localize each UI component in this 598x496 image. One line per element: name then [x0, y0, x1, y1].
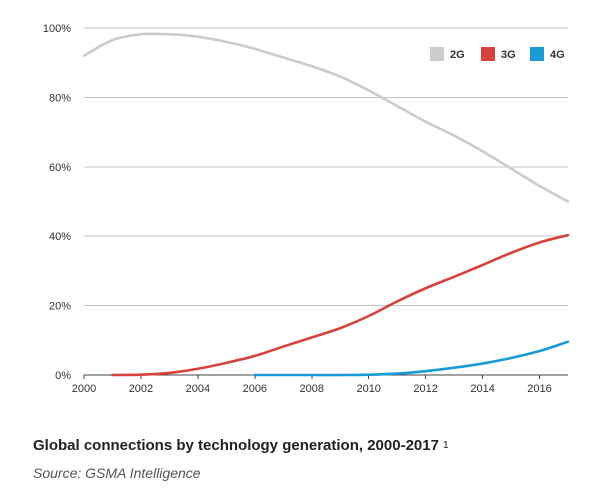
x-tick-label: 2014: [470, 383, 494, 395]
x-tick-label: 2010: [356, 383, 380, 395]
y-tick-label: 80%: [49, 92, 71, 104]
line-chart: 0% 20% 40% 60% 80% 100% 2000 2002 2004 2006 2008 20…: [43, 23, 570, 395]
y-tick-label: 40%: [49, 231, 71, 243]
chart-caption-text: Global connections by technology generat…: [33, 437, 439, 454]
y-tick-label: 0%: [55, 370, 71, 382]
legend-swatch-2g: [430, 47, 444, 61]
x-tick-label: 2006: [243, 383, 267, 395]
y-tick-label: 100%: [43, 23, 71, 35]
x-tick-label: 2008: [300, 383, 324, 395]
legend-swatch-3g: [481, 47, 495, 61]
y-tick-label: 20%: [49, 301, 71, 313]
series-line-2g: [82, 32, 570, 203]
legend-label-2g: 2G: [450, 49, 465, 61]
chart-caption: Global connections by technology generat…: [33, 437, 449, 454]
x-tick-label: 2000: [72, 383, 96, 395]
y-tick-label: 60%: [49, 162, 71, 174]
x-tick-label: 2002: [129, 383, 153, 395]
series-line-3g: [111, 233, 570, 377]
legend-swatch-4g: [530, 47, 544, 61]
legend-label-4g: 4G: [550, 49, 565, 61]
legend-label-3g: 3G: [501, 49, 516, 61]
footnote-marker: 1: [442, 440, 449, 451]
x-tick-label: 2012: [413, 383, 437, 395]
chart-source: Source: GSMA Intelligence: [33, 465, 201, 481]
x-tick-label: 2004: [186, 383, 210, 395]
series-line-4g: [253, 340, 570, 377]
x-tick-label: 2016: [527, 383, 551, 395]
